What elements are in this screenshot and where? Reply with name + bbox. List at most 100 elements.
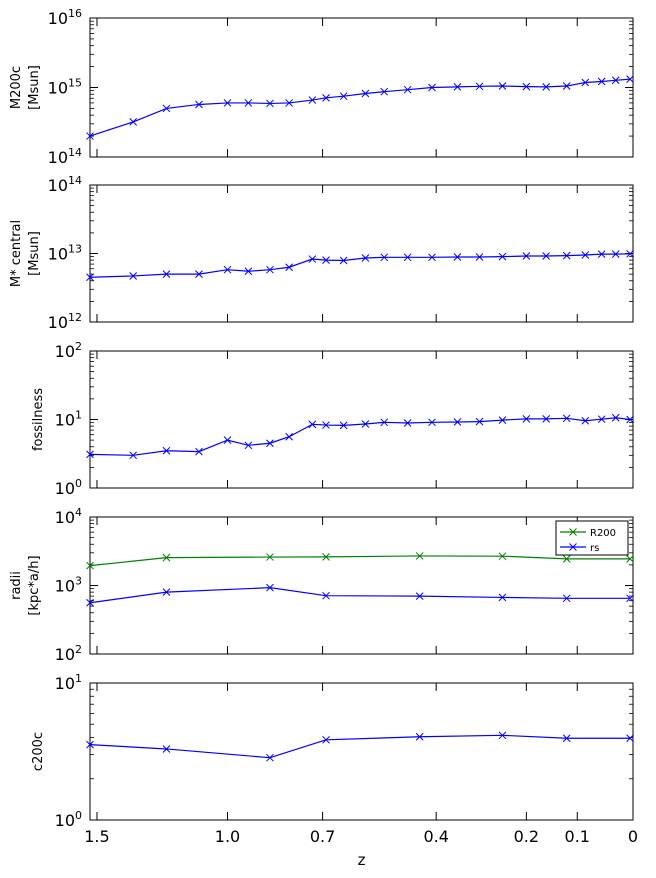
- data-point: [475, 253, 484, 261]
- y-axis-label: M200c: [9, 66, 24, 109]
- data-point: [415, 552, 424, 560]
- y-tick-label: 1014: [48, 174, 82, 195]
- data-point: [195, 100, 203, 109]
- panel-1: 1014 1015 1016 M200c [Msun]: [9, 7, 634, 167]
- series-line: [89, 253, 631, 278]
- data-point: [223, 436, 232, 444]
- data-point: [626, 554, 634, 563]
- data-point: [162, 553, 171, 562]
- data-point: [562, 554, 571, 563]
- axes-frame: [89, 17, 634, 158]
- y-axis-label: radii: [9, 571, 24, 600]
- data-point: [266, 553, 274, 561]
- data-point: [498, 252, 507, 261]
- axes-frame: [89, 184, 634, 323]
- data-point: [86, 740, 94, 749]
- data-point: [86, 450, 94, 459]
- y-axis-label: M* central: [9, 220, 24, 287]
- data-point: [428, 253, 436, 262]
- data-point: [308, 96, 317, 104]
- data-point: [581, 251, 590, 259]
- data-point: [339, 92, 348, 101]
- data-point: [223, 265, 232, 274]
- y-axis-label: [Msun]: [27, 65, 42, 110]
- y-tick-label: 1015: [48, 77, 82, 98]
- data-point: [380, 418, 389, 427]
- x-tick-label: 0.2: [514, 827, 539, 846]
- data-point: [428, 83, 436, 92]
- legend-label: R200: [590, 528, 616, 539]
- y-axis-label: c200c: [31, 732, 46, 771]
- data-point: [162, 745, 171, 753]
- data-point: [597, 250, 606, 258]
- data-point: [195, 270, 203, 278]
- data-point: [611, 76, 620, 85]
- data-point: [626, 594, 634, 603]
- y-tick-label: 103: [55, 575, 82, 596]
- x-axis-label: z: [358, 851, 366, 869]
- data-point: [322, 256, 330, 264]
- data-point: [626, 249, 634, 258]
- data-point: [475, 82, 484, 91]
- y-tick-label: 100: [55, 477, 82, 498]
- panel-5: 100 101 c200c 1.5 1.0 0.7 0.4 0.2 0.1 0 z: [31, 672, 638, 869]
- data-point: [266, 583, 274, 592]
- series-line: [89, 734, 631, 759]
- data-point: [498, 416, 507, 424]
- x-tick-label: 0.1: [565, 827, 590, 846]
- data-point: [86, 132, 94, 140]
- data-point: [475, 417, 484, 426]
- y-tick-label: 104: [55, 506, 82, 527]
- data-point: [361, 420, 370, 428]
- data-point: [562, 594, 571, 603]
- legend: R200 rs: [555, 520, 629, 556]
- data-point: [223, 99, 232, 107]
- axes-frame: [89, 350, 634, 489]
- data-point: [322, 591, 330, 600]
- y-axis-label: fossilness: [31, 388, 46, 451]
- data-point: [86, 273, 94, 282]
- data-point: [597, 77, 606, 86]
- data-point: [453, 253, 462, 261]
- y-tick-label: 1014: [48, 146, 82, 167]
- data-point: [266, 99, 274, 108]
- data-point: [162, 588, 171, 596]
- y-tick-label: 1016: [48, 7, 82, 28]
- series-line-R200: [89, 555, 631, 567]
- data-point: [562, 251, 571, 260]
- data-point: [244, 99, 253, 107]
- data-point: [542, 415, 551, 423]
- series-line-rs: [89, 587, 631, 604]
- data-point: [195, 447, 203, 456]
- data-point: [415, 592, 424, 600]
- data-point: [266, 265, 274, 274]
- series-line: [89, 78, 631, 137]
- x-tick-label: 0: [628, 827, 638, 846]
- data-point: [522, 82, 531, 91]
- y-axis-label: [Msun]: [27, 231, 42, 276]
- panel-2: 1012 1013 1014 M* central [Msun]: [9, 174, 634, 332]
- y-tick-label: 102: [55, 643, 82, 664]
- panel-3: 100 101 102 fossilness: [31, 340, 634, 498]
- y-tick-label: 1012: [48, 311, 82, 332]
- data-point: [562, 734, 571, 743]
- data-point: [542, 252, 551, 260]
- data-point: [308, 420, 317, 429]
- y-tick-label: 1013: [48, 243, 82, 264]
- data-point: [597, 415, 606, 424]
- panel-4: 102 103 104 radii [kpc*a/h] R200 rs: [9, 506, 634, 664]
- data-point: [626, 734, 634, 743]
- x-tick-label: 1.0: [215, 827, 240, 846]
- legend-entry-rs: rs: [560, 543, 599, 554]
- x-tick-label: 1.5: [84, 827, 109, 846]
- data-point: [129, 118, 138, 126]
- data-point: [542, 83, 551, 91]
- data-point: [522, 415, 531, 423]
- data-point: [611, 413, 620, 422]
- y-tick-label: 101: [55, 409, 82, 430]
- series-line: [89, 417, 631, 456]
- data-point: [322, 93, 330, 102]
- x-tick-label: 0.4: [423, 827, 448, 846]
- data-point: [611, 250, 620, 258]
